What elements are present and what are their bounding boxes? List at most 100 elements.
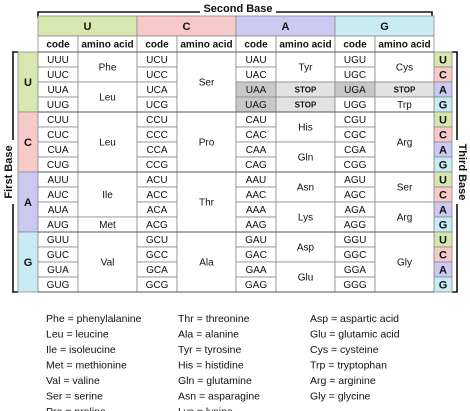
first-base: G [24,257,33,269]
codon: GCU [146,235,168,246]
legend-entry: Lys = lysine [178,406,233,411]
amino-acid: Pro [199,138,215,149]
codon: CUG [47,160,69,171]
codon: UCG [146,100,168,111]
codon: CAG [245,160,267,171]
codon: CGA [344,145,366,156]
amino-acid: STOP [394,86,416,95]
third-base: C [439,189,447,201]
codon: GUU [47,235,69,246]
amino-acid: Ser [397,183,413,194]
amino-acid: His [298,123,312,134]
codon: GGU [344,235,367,246]
third-base: G [439,279,448,291]
codon: CAA [246,145,267,156]
codon: UGG [344,100,367,111]
codon: CGC [344,130,366,141]
amino-cell [275,201,336,233]
codon: AUG [47,220,69,231]
first-base: A [24,197,32,209]
codon: UAC [245,70,266,81]
legend-entry: Thr = threonine [178,313,250,325]
legend-entry: Trp = tryptophan [310,359,387,371]
legend-entry: Arg = arginine [310,375,376,387]
third-base: U [439,54,447,66]
amino-acid: Cys [396,63,413,74]
second-base-label: Second Base [203,3,272,15]
amino-cell [77,231,138,293]
amino-header: amino acid [180,40,232,51]
codon: GAU [245,235,267,246]
codon: GUA [47,265,69,276]
codon: CCC [146,130,168,141]
code-header: code [244,40,268,51]
amino-acid: Arg [397,213,413,224]
second-base: A [282,21,290,33]
codon: GAG [245,280,267,291]
legend-entry: Pro = proline [46,406,106,411]
code-header: code [343,40,367,51]
codon: UGU [344,55,366,66]
third-base: A [439,84,447,96]
codon: GCG [146,280,169,291]
codon: UGA [344,85,366,96]
legend-entry: Asn = asparagine [178,390,260,402]
code-header: code [46,40,70,51]
amino-acid: Ile [102,190,113,201]
amino-acid: Ala [199,258,214,269]
amino-acid: Leu [99,138,116,149]
legend-entry: Phe = phenylalanine [46,313,142,325]
legend-entry: Cys = cysteine [310,344,379,356]
legend-entry: Gln = glutamine [178,375,252,387]
legend-entry: Gly = glycine [310,390,371,402]
third-base: C [439,249,447,261]
third-base: C [439,69,447,81]
codon: CUC [47,130,69,141]
codon: ACU [146,175,167,186]
amino-acid: Asp [297,243,315,254]
codon: UAG [245,100,267,111]
second-base: G [380,21,389,33]
third-base: G [439,159,448,171]
codon: GUG [47,280,70,291]
third-base: U [439,114,447,126]
amino-acid: Arg [397,138,413,149]
amino-cell [176,171,237,233]
codon: CGU [344,115,366,126]
codon: UUC [47,70,69,81]
third-base-label: Third Base [456,144,468,201]
amino-header: amino acid [81,40,133,51]
amino-cell [275,111,336,143]
legend-entry: Leu = leucine [46,328,109,340]
codon: ACG [146,220,168,231]
codon: GGC [344,250,367,261]
amino-acid: Val [101,258,115,269]
third-base: U [439,174,447,186]
amino-acid: Met [99,220,116,231]
codon: AAG [245,220,266,231]
legend-entry: Asp = aspartic acid [310,313,399,325]
third-base: G [439,99,448,111]
amino-acid: Gly [397,258,412,269]
codon: CGG [344,160,367,171]
codon: GAC [245,250,267,261]
amino-cell [275,141,336,173]
amino-acid: Trp [397,100,412,111]
first-base-label: First Base [3,145,15,198]
codon: AGG [344,220,366,231]
codon: CAC [245,130,266,141]
codon: GGA [344,265,367,276]
codon: AUC [47,190,68,201]
codon: CCG [146,160,168,171]
codon: AAA [246,205,266,216]
codon: GUC [47,250,69,261]
second-base: C [183,21,191,33]
amino-acid: Lys [298,213,313,224]
amino-acid: Thr [199,198,215,209]
amino-acid: Ser [199,78,215,89]
legend-entry: Val = valine [46,375,100,387]
first-base: U [24,77,32,89]
codon: CCU [146,115,168,126]
codon: CUA [47,145,68,156]
